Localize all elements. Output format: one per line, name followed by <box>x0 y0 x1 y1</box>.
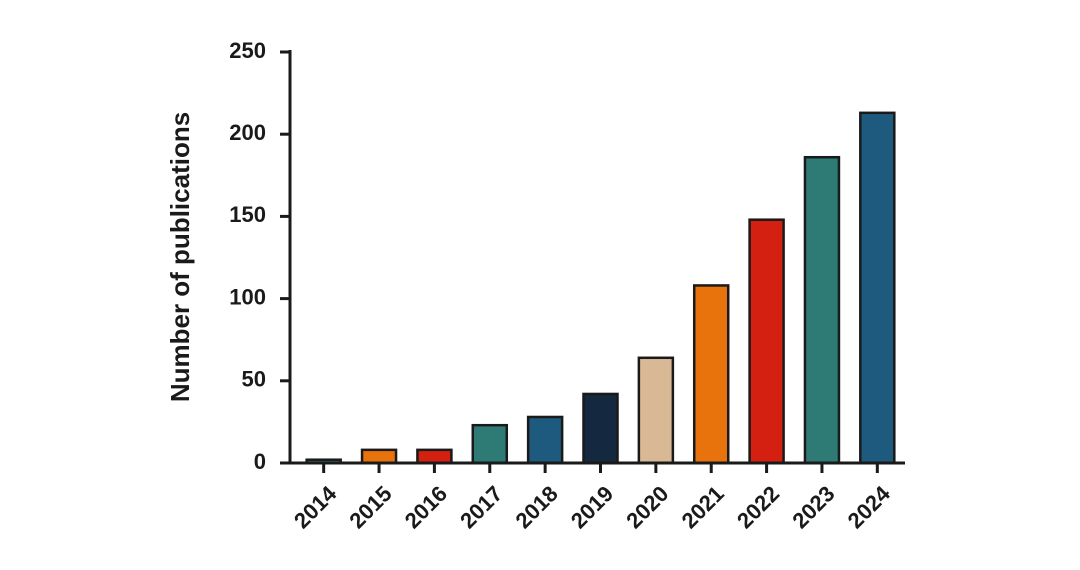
y-tick-label: 50 <box>242 367 266 392</box>
bar <box>416 448 453 465</box>
y-tick-label: 250 <box>229 38 266 63</box>
y-tick-label: 150 <box>229 202 266 227</box>
bar <box>582 392 619 465</box>
x-tick-label: 2014 <box>289 480 342 533</box>
bar <box>526 415 564 465</box>
bar <box>859 111 896 465</box>
bar <box>748 218 785 465</box>
y-tick-label: 100 <box>229 284 266 309</box>
x-tick-label: 2015 <box>344 481 396 533</box>
bar <box>637 356 675 465</box>
x-tick-label: 2019 <box>566 481 618 533</box>
x-tick-label: 2024 <box>843 480 896 533</box>
x-tick-label: 2022 <box>732 481 784 533</box>
x-tick-label: 2021 <box>677 481 729 533</box>
y-tick-label: 200 <box>229 120 266 145</box>
bar <box>803 155 841 465</box>
bar <box>471 423 509 465</box>
bar <box>360 448 398 465</box>
y-axis-title: Number of publications <box>165 112 195 402</box>
x-tick-label: 2016 <box>400 481 452 533</box>
x-tick-label: 2017 <box>455 481 507 533</box>
x-tick-label: 2020 <box>621 481 673 533</box>
y-tick-label: 0 <box>254 449 266 474</box>
x-tick-label: 2018 <box>510 481 562 533</box>
bar <box>692 284 730 465</box>
x-tick-label: 2023 <box>787 481 839 533</box>
